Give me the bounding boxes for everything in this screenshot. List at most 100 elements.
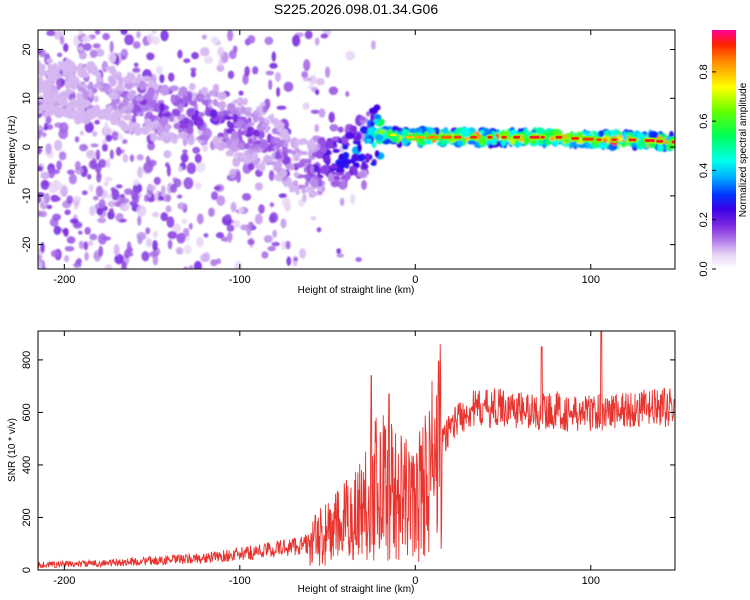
spectrogram-noise-blob (178, 166, 183, 172)
spectrogram-ridge-blob (293, 180, 299, 187)
spectrogram-ridge-blob (296, 162, 304, 169)
spectrogram-ridge-blob (64, 89, 74, 94)
spectrogram-ridge-blob (66, 70, 74, 81)
spectrogram-ridge-blob (606, 136, 611, 145)
spectrogram-noise-blob (92, 43, 101, 49)
spectrogram-ridge-blob (259, 130, 265, 139)
spectrogram-ridge-blob (101, 87, 109, 92)
spectrogram-noise-blob (252, 66, 259, 75)
spectrogram-noise-blob (102, 139, 107, 145)
spectrogram-ridge-blob (52, 62, 58, 72)
spectrogram-ridge-blob (62, 70, 67, 77)
spectrogram-noise-blob (78, 143, 88, 152)
spectrogram-noise-blob (66, 169, 75, 175)
spectrogram-ridge-blob (107, 66, 116, 72)
spectrogram-noise-blob (60, 185, 68, 197)
spectrogram-noise-blob (165, 194, 171, 202)
spectrogram-noise-blob (182, 227, 190, 237)
spectrogram-ridge-blob (549, 136, 556, 141)
spectrogram-noise-blob (183, 58, 191, 64)
spectrogram-noise-blob (117, 134, 124, 140)
spectrogram-noise-blob (114, 253, 124, 265)
spectrogram-ridge-blob (212, 98, 218, 106)
spectrogram-ridge-blob (278, 128, 288, 133)
spectrogram-ridge-blob (65, 80, 72, 91)
spectrogram-ridge-blob (232, 113, 239, 123)
spectrogram-ridge-blob (159, 84, 170, 95)
spectrogram-x-tick-label: 100 (582, 274, 600, 286)
spectrogram-ridge-blob (223, 115, 233, 121)
spectrogram-noise-blob (190, 70, 197, 78)
spectrogram-ridge-blob (53, 109, 64, 119)
spectrogram-ridge-blob (352, 167, 358, 177)
spectrogram-noise-blob (47, 167, 55, 179)
spectrogram-noise-blob (210, 259, 218, 267)
spectrogram-ridge-blob (324, 165, 330, 173)
spectrogram-noise-blob (152, 239, 158, 251)
spectrogram-noise-blob (204, 56, 214, 65)
spectrogram-ridge-blob (183, 117, 189, 125)
spectrogram-noise-blob (237, 207, 245, 214)
spectrogram-noise-blob (216, 64, 225, 72)
spectrogram-noise-blob (182, 266, 189, 269)
spectrogram-noise-blob (167, 239, 173, 250)
spectrogram-noise-blob (96, 172, 102, 180)
spectrogram-y-tick-label: 10 (21, 92, 33, 104)
spectrogram-noise-blob (59, 35, 65, 45)
spectrogram-ridge-blob (209, 89, 216, 97)
spectrogram-noise-blob (272, 229, 278, 238)
spectrogram-ridge-blob (46, 102, 54, 108)
spectrogram-ridge-blob (228, 151, 234, 157)
spectrogram-ridge-blob (116, 71, 122, 77)
spectrogram-noise-blob (84, 227, 91, 235)
spectrogram-noise-blob (325, 66, 331, 78)
snr-y-tick-label: 0 (21, 567, 33, 573)
spectrogram-ridge-blob (229, 143, 239, 153)
spectrogram-ridge-blob (247, 116, 252, 123)
spectrogram-blobs (38, 30, 675, 269)
spectrogram-noise-blob (188, 265, 194, 269)
snr-x-tick-label: 0 (412, 575, 418, 587)
spectrogram-ridge-blob (229, 136, 240, 146)
spectrogram-noise-blob (167, 231, 178, 239)
spectrogram-ridge-blob (159, 102, 165, 112)
spectrogram-noise-blob (208, 207, 215, 217)
spectrogram-ridge-blob (239, 154, 248, 160)
spectrogram-ridge-blob (138, 80, 147, 90)
spectrogram-noise-blob (78, 50, 87, 60)
spectrogram-ridge-blob (130, 122, 141, 129)
spectrogram-ridge-blob (95, 78, 105, 83)
spectrogram-ridge-blob (382, 125, 389, 130)
spectrogram-noise-blob (282, 196, 291, 209)
spectrogram-noise-blob (242, 193, 252, 201)
spectrogram-noise-blob (161, 185, 166, 196)
spectrogram-ridge-blob (128, 90, 137, 96)
spectrogram-noise-blob (176, 194, 183, 199)
spectrogram-ridge-blob (272, 137, 281, 144)
spectrogram-ridge-blob (118, 77, 123, 87)
spectrogram-noise-blob (59, 122, 69, 134)
spectrogram-noise-blob (64, 209, 71, 216)
spectrogram-noise-blob (97, 217, 107, 224)
spectrogram-ridge-blob (198, 134, 208, 141)
spectrogram-noise-blob (355, 257, 362, 263)
spectrogram-ridge-blob (635, 133, 646, 140)
spectrogram-ridge-blob (38, 109, 44, 114)
snr-x-axis-label: Height of straight line (km) (298, 584, 415, 595)
spectrogram-ridge-blob (298, 138, 308, 145)
spectrogram-noise-blob (265, 70, 275, 76)
spectrogram-noise-blob (264, 36, 274, 46)
spectrogram-noise-blob (186, 162, 197, 175)
spectrogram-core-segment (453, 135, 462, 139)
spectrogram-ridge-blob (263, 118, 269, 124)
spectrogram-noise-blob (96, 207, 104, 216)
spectrogram-core-segment (415, 135, 424, 139)
spectrogram-noise-blob (95, 149, 101, 161)
spectrogram-noise-blob (126, 246, 133, 254)
spectrogram-ridge-blob (267, 144, 272, 153)
spectrogram-noise-blob (53, 225, 62, 236)
spectrogram-ridge-blob (88, 88, 93, 99)
spectrogram-ridge-blob (258, 139, 269, 149)
spectrogram-ridge-blob (370, 161, 377, 166)
spectrogram-ridge-blob (478, 137, 487, 146)
